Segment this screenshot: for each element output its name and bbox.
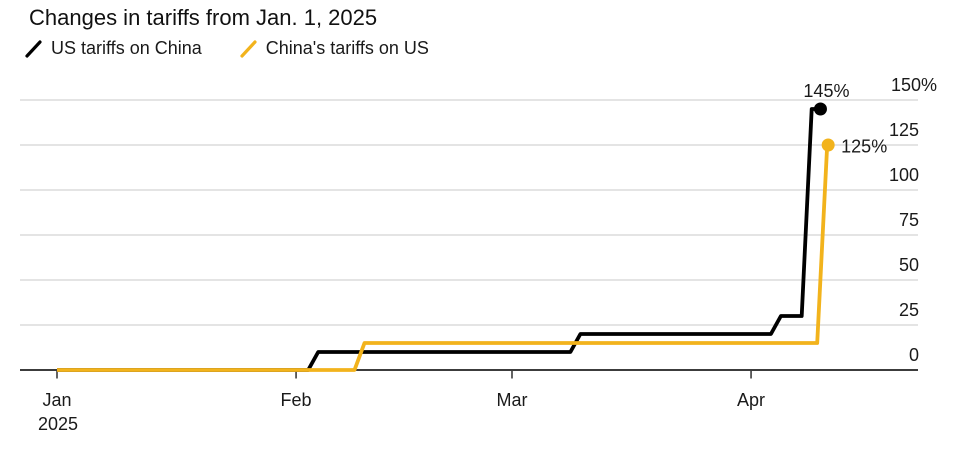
- y-axis-label: 50: [899, 255, 919, 275]
- series-endpoint-dot-0: [813, 102, 827, 116]
- legend-item-1: China's tariffs on US: [240, 38, 429, 59]
- chart-title: Changes in tariffs from Jan. 1, 2025: [29, 5, 378, 30]
- x-axis-label: Mar: [496, 390, 527, 410]
- y-axis-label: 100: [889, 165, 919, 185]
- series-line-1: [57, 144, 830, 372]
- legend-slash-icon: [25, 39, 42, 58]
- series-end-label-1: 125%: [841, 137, 887, 157]
- legend-label: US tariffs on China: [51, 38, 202, 58]
- x-axis-label: Apr: [737, 390, 765, 410]
- series-line-0: [57, 107, 821, 372]
- y-axis-label: 75: [899, 210, 919, 230]
- series-endpoint-dot-1: [821, 138, 835, 152]
- y-axis-label: 25: [899, 300, 919, 320]
- x-axis-label: Feb: [281, 390, 312, 410]
- chart-legend: US tariffs on China China's tariffs on US: [25, 38, 429, 59]
- x-axis-sublabel: 2025: [38, 414, 78, 434]
- y-axis-label: 0: [909, 345, 919, 365]
- series-end-label-0: 145%: [803, 81, 849, 101]
- legend-label: China's tariffs on US: [265, 38, 429, 58]
- legend-slash-icon: [240, 39, 257, 58]
- y-axis-label: 125: [889, 120, 919, 140]
- legend-item-0: US tariffs on China: [25, 38, 202, 59]
- x-axis-label: Jan: [42, 390, 71, 410]
- y-axis-label: 150%: [891, 75, 937, 95]
